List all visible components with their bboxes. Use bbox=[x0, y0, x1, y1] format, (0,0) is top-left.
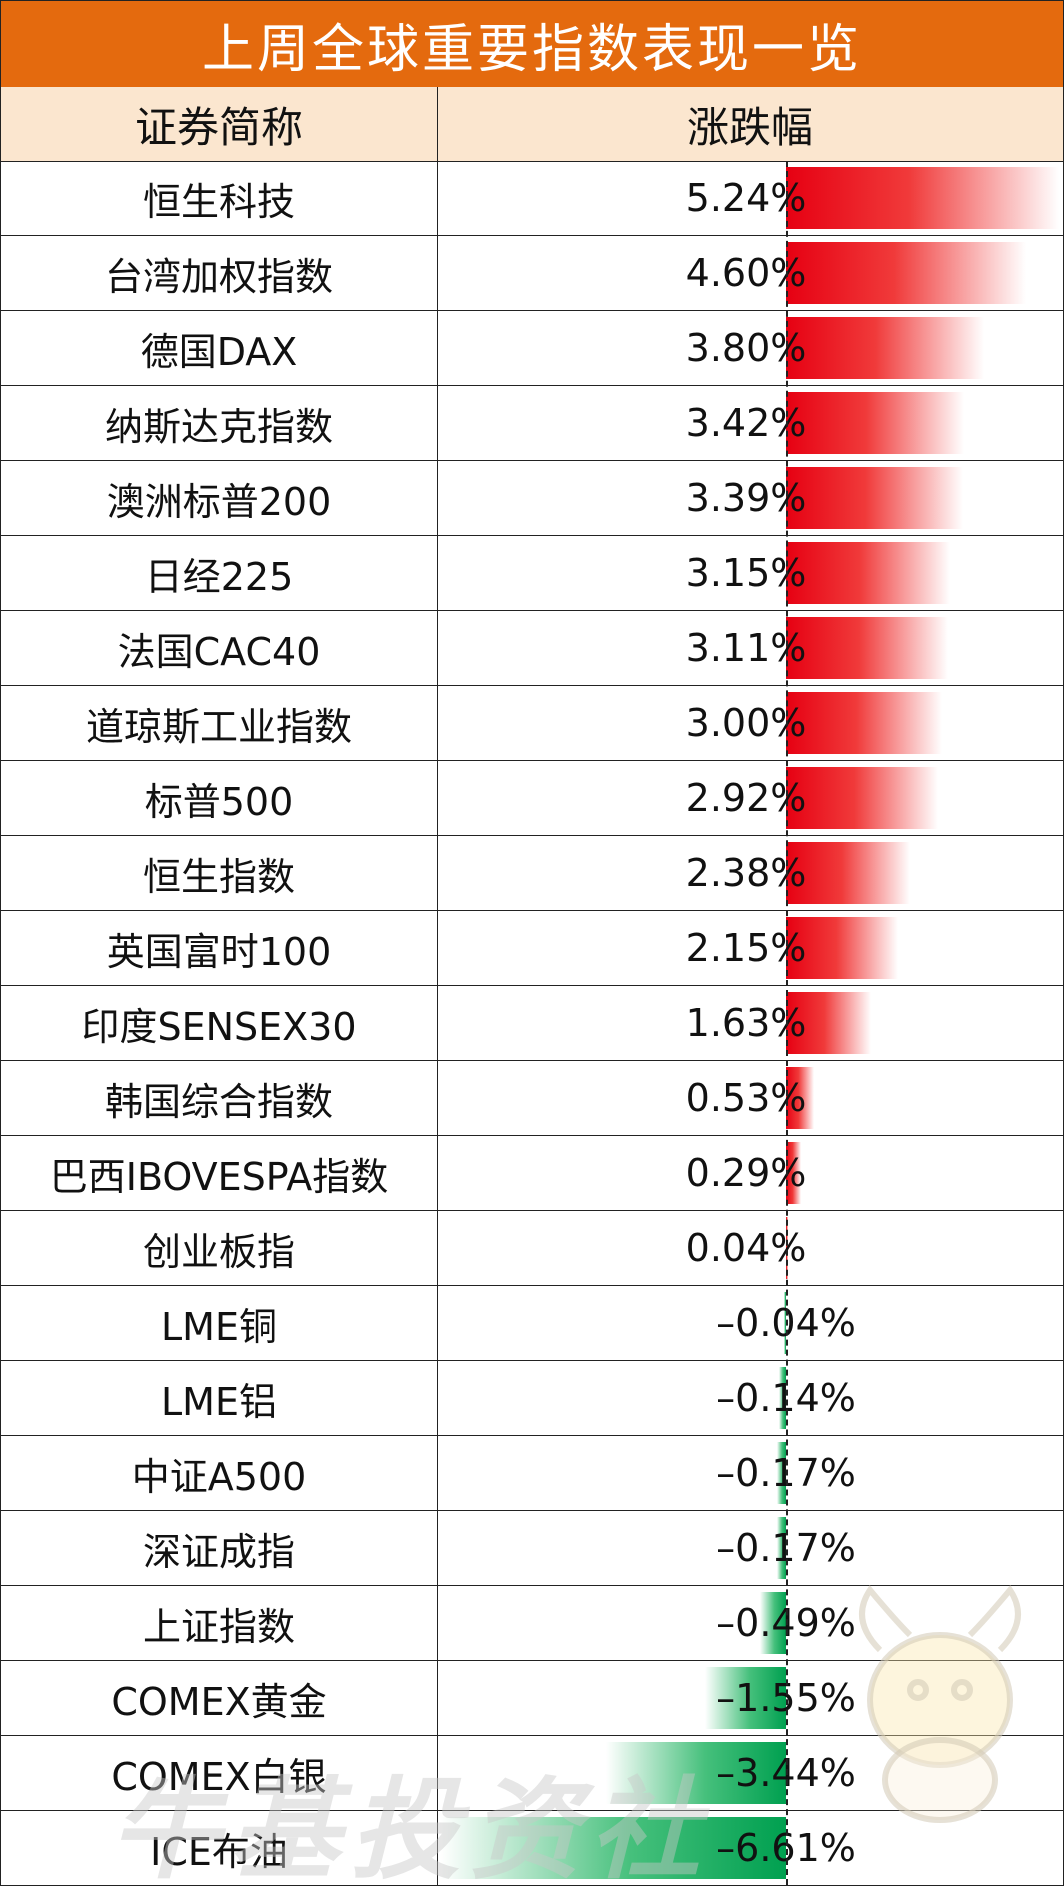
table-row: LME铝 –0.14% bbox=[1, 1361, 1063, 1436]
change-value-label: 3.00% bbox=[685, 701, 807, 745]
header-security-name: 证券简称 bbox=[134, 102, 303, 152]
table-row: LME铜 –0.04% bbox=[1, 1286, 1063, 1361]
change-value-label: 3.15% bbox=[685, 551, 807, 595]
change-value-label: 3.11% bbox=[685, 626, 807, 670]
change-bar bbox=[786, 842, 910, 904]
table-row: COMEX黄金 –1.55% bbox=[1, 1661, 1063, 1736]
table-row: 英国富时100 2.15% bbox=[1, 911, 1063, 986]
security-name: 印度SENSEX30 bbox=[81, 1004, 357, 1049]
security-name: 韩国综合指数 bbox=[104, 1079, 333, 1124]
table-row: 创业板指 0.04% bbox=[1, 1211, 1063, 1286]
change-bar bbox=[705, 1667, 786, 1729]
change-bar bbox=[786, 1067, 814, 1129]
table-row: 恒生指数 2.38% bbox=[1, 836, 1063, 911]
change-value-label: 4.60% bbox=[685, 251, 807, 295]
table-row: 中证A500 –0.17% bbox=[1, 1436, 1063, 1511]
change-value-label: 5.24% bbox=[685, 176, 807, 220]
table-row: 道琼斯工业指数 3.00% bbox=[1, 686, 1063, 761]
security-name: ICE布油 bbox=[150, 1829, 288, 1874]
security-name: 法国CAC40 bbox=[117, 629, 321, 674]
change-bar bbox=[786, 317, 984, 379]
table-row: 巴西IBOVESPA指数 0.29% bbox=[1, 1136, 1063, 1211]
change-bar bbox=[786, 617, 949, 679]
security-name: 深证成指 bbox=[142, 1529, 295, 1574]
table-row: 恒生科技 5.24% bbox=[1, 161, 1063, 236]
security-name: 澳洲标普200 bbox=[106, 479, 332, 524]
change-bar bbox=[778, 1367, 786, 1429]
header-change: 涨跌幅 bbox=[686, 102, 813, 152]
security-name: 标普500 bbox=[144, 779, 294, 824]
table-row: COMEX白银 –3.44% bbox=[1, 1736, 1063, 1811]
security-name: 恒生指数 bbox=[142, 854, 295, 899]
security-name: 巴西IBOVESPA指数 bbox=[49, 1154, 389, 1199]
change-bar bbox=[786, 1142, 802, 1204]
table-row: 标普500 2.92% bbox=[1, 761, 1063, 836]
security-name: 创业板指 bbox=[142, 1229, 295, 1274]
security-name: 日经225 bbox=[144, 554, 294, 599]
change-bar bbox=[786, 392, 965, 454]
change-bar bbox=[786, 242, 1026, 304]
column-divider bbox=[437, 87, 438, 1885]
change-bar bbox=[783, 1292, 786, 1354]
table-row: 日经225 3.15% bbox=[1, 536, 1063, 611]
change-bar bbox=[786, 542, 951, 604]
change-bar bbox=[441, 1817, 786, 1879]
security-name: COMEX白银 bbox=[111, 1754, 327, 1799]
table-row: 印度SENSEX30 1.63% bbox=[1, 986, 1063, 1061]
security-name: 台湾加权指数 bbox=[104, 254, 333, 299]
table-header-row: 证券简称 涨跌幅 bbox=[1, 87, 1063, 162]
table-row: 澳洲标普200 3.39% bbox=[1, 461, 1063, 536]
table-row: ICE布油 –6.61% bbox=[1, 1811, 1063, 1886]
zero-axis-line bbox=[786, 161, 788, 1885]
table-row: 法国CAC40 3.11% bbox=[1, 611, 1063, 686]
security-name: 中证A500 bbox=[131, 1454, 307, 1499]
change-bar bbox=[786, 467, 963, 529]
page-title: 上周全球重要指数表现一览 bbox=[1, 1, 1063, 88]
table-row: 上证指数 –0.49% bbox=[1, 1586, 1063, 1661]
table-row: 纳斯达克指数 3.42% bbox=[1, 386, 1063, 461]
change-bar bbox=[777, 1442, 786, 1504]
change-value-label: 0.04% bbox=[685, 1226, 807, 1270]
security-name: LME铜 bbox=[161, 1304, 277, 1349]
security-name: 上证指数 bbox=[142, 1604, 295, 1649]
table-row: 德国DAX 3.80% bbox=[1, 311, 1063, 386]
change-bar bbox=[786, 767, 939, 829]
security-name: 纳斯达克指数 bbox=[104, 404, 333, 449]
change-value-label: 0.53% bbox=[685, 1076, 807, 1120]
security-name: 德国DAX bbox=[140, 329, 298, 374]
change-value-label: 3.42% bbox=[685, 401, 807, 445]
change-value-label: 3.39% bbox=[685, 476, 807, 520]
change-bar bbox=[786, 992, 871, 1054]
change-value-label: 2.92% bbox=[685, 776, 807, 820]
change-bar bbox=[786, 692, 943, 754]
security-name: 恒生科技 bbox=[142, 179, 295, 224]
security-name: LME铝 bbox=[161, 1379, 277, 1424]
change-bar bbox=[760, 1592, 786, 1654]
table-row: 台湾加权指数 4.60% bbox=[1, 236, 1063, 311]
change-value-label: 2.38% bbox=[685, 851, 807, 895]
table-row: 韩国综合指数 0.53% bbox=[1, 1061, 1063, 1136]
change-bar bbox=[786, 917, 898, 979]
table-row: 深证成指 –0.17% bbox=[1, 1511, 1063, 1586]
change-bar bbox=[786, 167, 1059, 229]
change-bar bbox=[606, 1742, 786, 1804]
change-value-label: 2.15% bbox=[685, 926, 807, 970]
change-bar bbox=[777, 1517, 786, 1579]
security-name: COMEX黄金 bbox=[111, 1679, 327, 1724]
security-name: 英国富时100 bbox=[106, 929, 332, 974]
security-name: 道琼斯工业指数 bbox=[85, 704, 352, 749]
change-value-label: 1.63% bbox=[685, 1001, 807, 1045]
change-value-label: 0.29% bbox=[685, 1151, 807, 1195]
change-value-label: 3.80% bbox=[685, 326, 807, 370]
